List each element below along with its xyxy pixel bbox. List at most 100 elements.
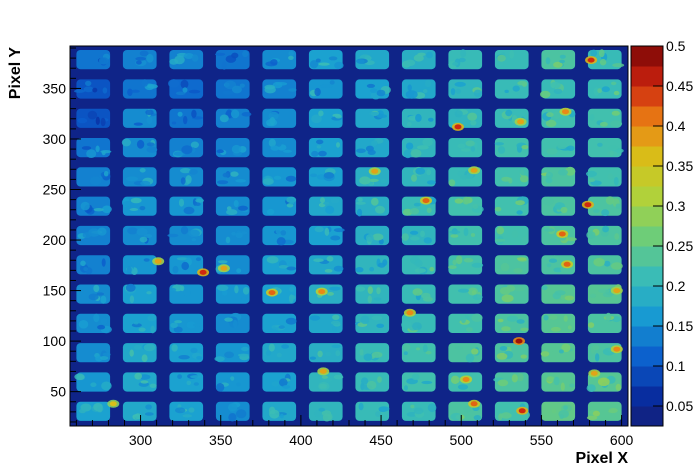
heatmap-pad-texture: [586, 170, 597, 177]
heatmap-pad-texture: [563, 315, 568, 322]
heatmap-pad-texture: [376, 89, 386, 97]
heatmap-pad-texture: [405, 142, 414, 150]
colorbar-band: [631, 206, 663, 227]
heatmap-pad-texture: [544, 228, 555, 232]
heatmap-pad-texture: [122, 200, 134, 207]
heatmap-pad-texture: [280, 230, 287, 236]
colorbar-tick-label: 0.3: [666, 198, 686, 214]
heatmap-pad-texture: [191, 238, 196, 242]
colorbar-band: [631, 386, 663, 407]
heatmap-pad-texture: [102, 352, 111, 357]
heatmap-pad-texture: [472, 204, 479, 209]
colorbar-tick-label: 0.15: [666, 318, 693, 334]
y-tick-label: 100: [43, 333, 67, 349]
heatmap-pad-texture: [467, 112, 478, 121]
heatmap-pad-texture: [236, 268, 242, 274]
x-tick-label: 300: [129, 432, 153, 448]
heatmap-pad-texture: [321, 375, 328, 379]
heatmap-pad-texture: [222, 90, 234, 95]
heatmap-pad-texture: [311, 150, 319, 157]
heatmap-pad-texture: [97, 227, 107, 236]
heatmap-pad-texture: [355, 201, 366, 205]
heatmap-pad: [355, 255, 390, 275]
colorbar-band: [631, 326, 663, 347]
heatmap-pad-texture: [185, 175, 192, 184]
heatmap-pad-texture: [355, 286, 366, 292]
heatmap-pad-texture: [183, 289, 191, 297]
heatmap-pad: [262, 313, 297, 333]
heatmap-pad-texture: [318, 62, 330, 66]
heatmap-pad-texture: [126, 176, 138, 182]
heatmap-pad-texture: [368, 111, 380, 116]
heatmap-pad-texture: [460, 174, 469, 180]
heatmap-hotspot: [563, 261, 571, 267]
heatmap-pad-texture: [615, 383, 621, 391]
heatmap-pad-texture: [127, 227, 138, 235]
y-tick-label: 250: [43, 182, 67, 198]
heatmap-pad-texture: [102, 205, 112, 214]
heatmap-pad-texture: [283, 149, 292, 153]
heatmap-pad-texture: [428, 117, 434, 122]
heatmap-pad-texture: [376, 287, 381, 295]
y-tick-label: 150: [43, 283, 67, 299]
heatmap-pad-texture: [191, 54, 199, 62]
heatmap-hotspot: [558, 231, 566, 237]
heatmap-pad-texture: [513, 268, 523, 274]
heatmap-pad-texture: [463, 227, 469, 237]
heatmap-pad-texture: [365, 234, 374, 242]
heatmap-pad-texture: [95, 116, 100, 126]
heatmap-pad-texture: [183, 206, 195, 215]
colorbar-band: [631, 126, 663, 147]
heatmap-pad-texture: [227, 403, 238, 412]
heatmap-pad-texture: [236, 382, 241, 387]
heatmap-pad-texture: [223, 378, 232, 383]
heatmap-pad-texture: [93, 313, 100, 323]
heatmap-pad-texture: [612, 63, 625, 68]
heatmap-pad-texture: [602, 225, 609, 233]
heatmap-pad-texture: [595, 353, 600, 362]
heatmap-pad-texture: [611, 110, 620, 116]
heatmap-pad-texture: [460, 49, 467, 58]
heatmap-pad-texture: [520, 327, 529, 332]
colorbar-tick-label: 0.4: [666, 118, 686, 134]
heatmap-pad-texture: [378, 406, 390, 412]
heatmap-pad-texture: [141, 79, 148, 87]
heatmap-pad-texture: [589, 114, 595, 121]
heatmap-pad-texture: [566, 145, 575, 151]
heatmap-pad-texture: [231, 52, 239, 59]
heatmap-pad-texture: [288, 55, 294, 61]
heatmap-pad-texture: [336, 142, 340, 148]
x-axis-title: Pixel X: [576, 450, 629, 467]
heatmap-pad-texture: [180, 167, 191, 174]
heatmap-pad-texture: [226, 209, 238, 216]
heatmap-pad-texture: [411, 174, 417, 182]
colorbar-band: [631, 306, 663, 327]
heatmap-pad-texture: [139, 50, 149, 57]
heatmap-pad-texture: [372, 233, 384, 241]
colorbar-band: [631, 166, 663, 187]
colorbar-band: [631, 106, 663, 127]
heatmap-pad-texture: [140, 180, 151, 186]
heatmap-pad-texture: [588, 322, 595, 328]
heatmap-pad-texture: [414, 259, 423, 267]
heatmap-pad-texture: [598, 288, 610, 294]
heatmap-pad-texture: [550, 81, 561, 89]
heatmap-pad-texture: [454, 110, 463, 118]
heatmap-pad-texture: [426, 180, 436, 185]
heatmap-pad-texture: [494, 238, 506, 242]
heatmap-pad-texture: [233, 319, 238, 329]
heatmap-pad-texture: [375, 205, 385, 214]
heatmap-pad-texture: [608, 408, 618, 413]
heatmap-pad-texture: [89, 176, 102, 186]
heatmap-pad-texture: [560, 382, 565, 391]
heatmap-pad-texture: [134, 372, 142, 380]
heatmap-pad-texture: [288, 88, 297, 92]
heatmap-pad-texture: [125, 283, 136, 292]
heatmap-pad-texture: [543, 314, 549, 321]
heatmap-pad-texture: [470, 233, 476, 237]
heatmap-pad-texture: [471, 313, 483, 322]
heatmap-pad-texture: [613, 90, 620, 96]
heatmap-pad-texture: [225, 236, 231, 244]
heatmap-pad-texture: [558, 169, 568, 176]
heatmap-pad: [541, 50, 576, 70]
